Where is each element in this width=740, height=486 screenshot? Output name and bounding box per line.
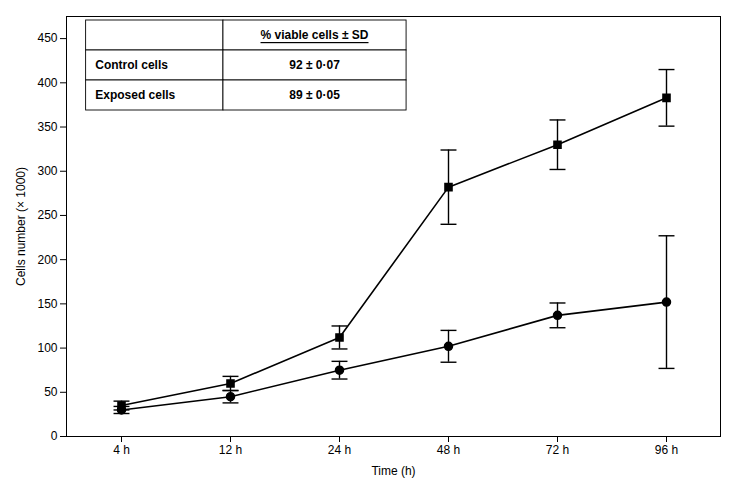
svg-text:12 h: 12 h <box>219 443 242 457</box>
svg-text:250: 250 <box>37 208 57 222</box>
svg-text:4 h: 4 h <box>113 443 130 457</box>
svg-text:Cells number (× 1000): Cells number (× 1000) <box>14 167 28 286</box>
svg-text:89 ± 0·05: 89 ± 0·05 <box>289 88 340 102</box>
svg-text:48 h: 48 h <box>437 443 460 457</box>
svg-text:96 h: 96 h <box>655 443 678 457</box>
svg-text:% viable cells ± SD: % viable cells ± SD <box>261 28 369 42</box>
svg-text:350: 350 <box>37 120 57 134</box>
svg-text:400: 400 <box>37 76 57 90</box>
svg-text:24 h: 24 h <box>328 443 351 457</box>
svg-text:200: 200 <box>37 252 57 266</box>
svg-text:150: 150 <box>37 297 57 311</box>
svg-text:Exposed cells: Exposed cells <box>95 88 175 102</box>
svg-text:50: 50 <box>44 385 58 399</box>
svg-text:92 ± 0·07: 92 ± 0·07 <box>289 58 340 72</box>
svg-text:300: 300 <box>37 164 57 178</box>
svg-text:Control cells: Control cells <box>95 58 168 72</box>
svg-text:450: 450 <box>37 31 57 45</box>
svg-text:0: 0 <box>51 429 58 443</box>
svg-text:72 h: 72 h <box>546 443 569 457</box>
svg-text:Time (h): Time (h) <box>371 464 415 478</box>
svg-text:100: 100 <box>37 341 57 355</box>
